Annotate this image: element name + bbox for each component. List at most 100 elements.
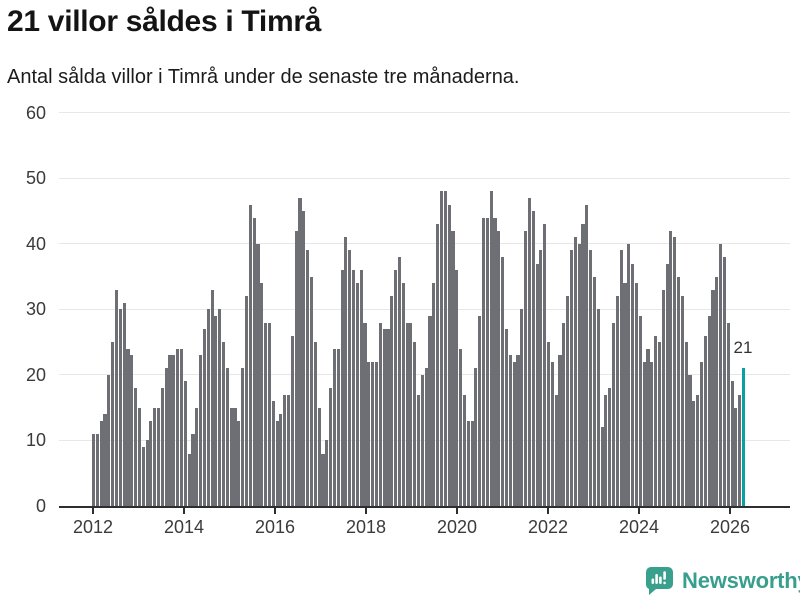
- bar: [462, 394, 466, 506]
- bar: [221, 342, 226, 506]
- x-tick-label-2018: 2018: [345, 517, 387, 537]
- x-tick-label-2016: 2016: [254, 517, 296, 537]
- bar: [309, 276, 314, 506]
- x-tick-2022: [547, 508, 549, 514]
- bar: [589, 250, 593, 506]
- bar: [122, 302, 126, 506]
- bar: [604, 394, 608, 506]
- bar: [455, 270, 459, 506]
- bar: [734, 407, 738, 506]
- bar: [501, 256, 505, 506]
- bar: [153, 407, 157, 506]
- bar: [711, 289, 715, 506]
- bar: [615, 296, 619, 506]
- bar: [451, 230, 455, 506]
- bar: [264, 322, 268, 506]
- bar: [348, 250, 352, 506]
- bar: [627, 243, 631, 506]
- bar: [298, 198, 302, 506]
- bar: [248, 204, 252, 506]
- bar: [191, 433, 195, 506]
- x-tick-2026: [729, 508, 731, 514]
- bar: [95, 433, 99, 506]
- bar: [520, 309, 524, 506]
- bar: [646, 348, 650, 506]
- bar: [546, 342, 551, 506]
- bar: [631, 263, 635, 506]
- bar: [562, 322, 566, 506]
- bar: [581, 224, 585, 506]
- bar: [619, 250, 623, 506]
- bar: [294, 230, 298, 506]
- bar: [374, 361, 379, 506]
- bar: [512, 361, 516, 506]
- bar: [722, 256, 726, 506]
- brand-footer: Newsworthy: [645, 566, 800, 596]
- bar: [260, 283, 264, 506]
- gridline-y-60: [59, 112, 790, 114]
- bar: [680, 296, 684, 506]
- bar: [107, 374, 111, 506]
- bar: [409, 322, 413, 506]
- bar: [103, 414, 107, 506]
- bar: [673, 237, 677, 506]
- bar: [317, 407, 321, 506]
- bar: [199, 355, 203, 506]
- bar: [661, 289, 665, 506]
- bar: [596, 309, 600, 506]
- bar: [466, 420, 470, 506]
- x-tick-label-2014: 2014: [163, 517, 205, 537]
- bar: [252, 217, 256, 506]
- bar: [329, 388, 333, 506]
- bar: [141, 447, 145, 506]
- bar: [336, 348, 340, 506]
- bar: [168, 355, 172, 506]
- bar: [699, 361, 704, 506]
- bar: [719, 243, 723, 506]
- bar: [233, 407, 237, 506]
- bar: [420, 374, 424, 506]
- x-tick-2020: [456, 508, 458, 514]
- bar: [638, 315, 642, 506]
- bar: [504, 329, 509, 506]
- bar: [489, 191, 493, 506]
- bar: [676, 276, 681, 506]
- x-axis-line: [59, 506, 790, 508]
- bar: [539, 250, 543, 506]
- bar: [730, 381, 734, 506]
- bar: [283, 394, 287, 506]
- bar: [302, 211, 306, 506]
- bar: [244, 296, 249, 506]
- bar: [114, 289, 119, 506]
- bar: [432, 283, 436, 506]
- x-tick-label-2012: 2012: [72, 517, 114, 537]
- bar: [413, 342, 417, 506]
- gridline-y-10: [59, 439, 790, 441]
- bar: [524, 230, 528, 506]
- bar: [623, 283, 627, 506]
- bar: [382, 329, 386, 506]
- gridline-y-20: [59, 374, 790, 376]
- y-tick-label-20: 20: [25, 364, 46, 385]
- bar: [447, 204, 451, 506]
- bar: [218, 309, 222, 506]
- x-tick-2024: [638, 508, 640, 514]
- bar: [332, 348, 336, 506]
- bar: [535, 263, 539, 506]
- chart-subtitle: Antal sålda villor i Timrå under de sena…: [7, 66, 520, 88]
- bar: [585, 204, 589, 506]
- bar: [527, 198, 531, 506]
- y-tick-label-0: 0: [35, 496, 46, 516]
- bar: [195, 407, 199, 506]
- bar: [202, 329, 206, 506]
- bar: [707, 315, 711, 506]
- bar: [111, 342, 115, 506]
- bar: [703, 335, 707, 506]
- bar: [241, 368, 245, 506]
- bar: [92, 433, 96, 506]
- bar: [715, 276, 719, 506]
- bar: [573, 237, 577, 506]
- bar: [321, 453, 325, 506]
- bar: [210, 289, 214, 506]
